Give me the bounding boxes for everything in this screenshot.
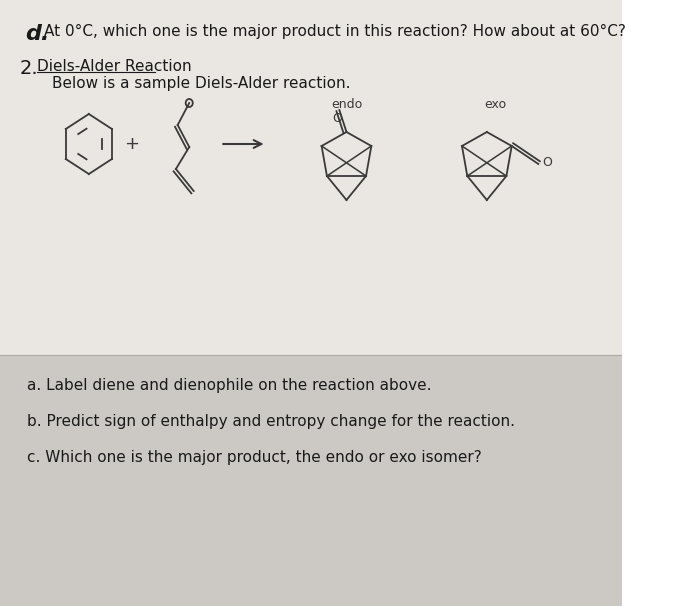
Text: b. Predict sign of enthalpy and entropy change for the reaction.: b. Predict sign of enthalpy and entropy … <box>27 414 514 429</box>
Text: Diels-Alder Reaction: Diels-Alder Reaction <box>37 59 192 74</box>
Text: d.: d. <box>25 24 49 44</box>
Text: At 0°C, which one is the major product in this reaction? How about at 60°C?: At 0°C, which one is the major product i… <box>44 24 627 39</box>
Text: exo: exo <box>484 98 507 111</box>
Text: Below is a sample Diels-Alder reaction.: Below is a sample Diels-Alder reaction. <box>52 76 350 91</box>
Bar <box>0 0 622 355</box>
Text: O: O <box>542 156 552 170</box>
Text: O: O <box>332 112 342 125</box>
Text: endo: endo <box>331 98 362 111</box>
Text: a. Label diene and dienophile on the reaction above.: a. Label diene and dienophile on the rea… <box>27 378 431 393</box>
Text: 2.: 2. <box>20 59 38 78</box>
Bar <box>0 355 622 606</box>
Text: c. Which one is the major product, the endo or exo isomer?: c. Which one is the major product, the e… <box>27 450 482 465</box>
Text: +: + <box>124 135 139 153</box>
